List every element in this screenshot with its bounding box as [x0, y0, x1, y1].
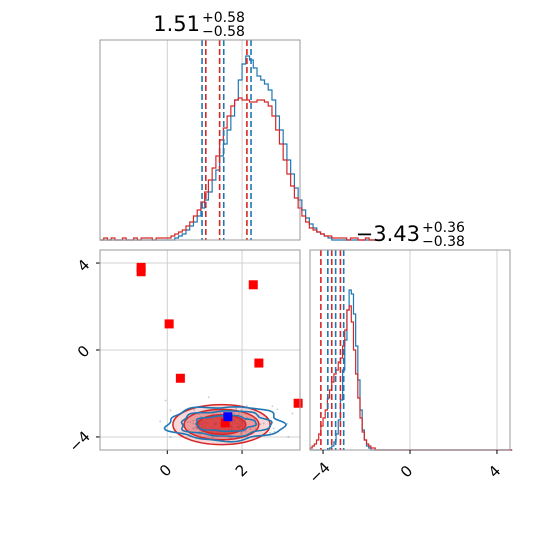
- y-tick-label: 4: [74, 256, 93, 275]
- joint-panel: [96, 249, 303, 454]
- y-tick-label: −4: [65, 427, 93, 455]
- sample-dot: [211, 436, 214, 439]
- red-marker: [136, 267, 146, 277]
- sample-dot: [287, 436, 290, 438]
- top-marginal-panel: [99, 39, 381, 241]
- sample-dot: [192, 419, 195, 422]
- top-panel-title: 1.51 +0.58 −0.58: [153, 10, 245, 40]
- sample-dot: [196, 428, 199, 431]
- red-marker: [293, 398, 303, 408]
- sample-dot: [238, 412, 240, 415]
- sample-dot: [235, 407, 238, 410]
- sample-dot: [198, 430, 201, 433]
- top-title-minus: −0.58: [202, 24, 245, 40]
- sample-dot: [200, 415, 203, 418]
- sample-dot: [207, 396, 210, 399]
- sample-dot: [169, 436, 172, 438]
- sample-dot: [268, 431, 271, 434]
- x-tick-label: 2: [232, 461, 251, 480]
- sample-dot: [230, 437, 233, 439]
- blue-contour: [195, 414, 258, 433]
- sample-dot: [192, 422, 195, 425]
- red-marker: [248, 280, 258, 290]
- sample-dot: [228, 437, 231, 440]
- blue-contour: [180, 410, 273, 438]
- right-marginal-panel: [309, 249, 513, 454]
- sample-dot: [192, 427, 195, 430]
- sample-dot: [219, 412, 222, 415]
- histogram-series-line: [100, 55, 381, 241]
- red-marker: [175, 373, 185, 383]
- y-tick-label: 0: [74, 342, 93, 361]
- x-tick-label: 0: [156, 461, 175, 480]
- sample-dot: [189, 421, 192, 424]
- sample-dot: [291, 412, 294, 415]
- sample-dot: [193, 427, 195, 430]
- right-x-ticks: −4 0 4: [305, 458, 504, 486]
- sample-dot: [233, 412, 235, 415]
- x-tick-label: −4: [305, 458, 333, 486]
- right-panel-title: −3.43 +0.36 −0.38: [356, 220, 465, 250]
- right-title-plus: +0.36: [422, 220, 465, 236]
- histogram-series-line: [100, 97, 381, 241]
- top-panel-border: [99, 39, 301, 241]
- right-title-minus: −0.38: [422, 234, 465, 250]
- sample-dot: [276, 408, 279, 411]
- top-title-median: 1.51: [153, 12, 200, 36]
- blue-marker: [223, 412, 233, 422]
- sample-dot: [271, 405, 274, 408]
- sample-dot: [244, 430, 247, 433]
- sample-dot: [262, 422, 265, 425]
- sample-dot: [249, 428, 252, 430]
- sample-dot: [164, 399, 167, 402]
- sample-dot: [273, 430, 276, 433]
- x-tick-label: 4: [485, 462, 504, 481]
- top-title-plus: +0.58: [202, 10, 245, 26]
- sample-dot: [195, 427, 198, 430]
- sample-dot: [169, 409, 172, 412]
- joint-x-ticks: 0 2: [156, 461, 251, 480]
- joint-y-ticks: 4 0 −4: [65, 256, 93, 456]
- red-marker: [254, 358, 264, 368]
- red-marker: [220, 418, 230, 428]
- x-tick-label: 0: [397, 462, 416, 481]
- sample-dot: [245, 405, 248, 407]
- sample-dot: [186, 421, 189, 424]
- blue-contour: [163, 405, 288, 443]
- right-title-median: −3.43: [356, 222, 420, 246]
- sample-dot: [188, 429, 190, 432]
- sample-dot: [159, 420, 162, 423]
- sample-dot: [197, 413, 200, 415]
- sample-dot: [194, 426, 197, 429]
- sample-dot: [259, 423, 262, 426]
- red-marker: [164, 319, 174, 329]
- sample-dot: [193, 409, 195, 411]
- sample-dot: [272, 427, 275, 430]
- joint-panel-border: [99, 249, 301, 451]
- sample-dot: [239, 432, 242, 435]
